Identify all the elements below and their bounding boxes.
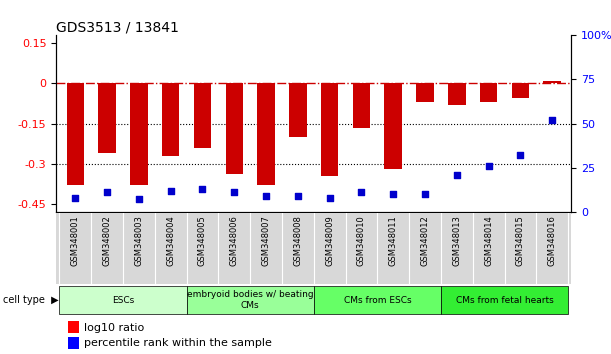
Point <box>293 193 302 199</box>
FancyBboxPatch shape <box>441 286 568 314</box>
Bar <box>289 84 307 137</box>
Point <box>70 195 80 200</box>
Point <box>166 188 175 193</box>
Point <box>516 153 525 158</box>
Point <box>134 196 144 202</box>
Text: GSM348003: GSM348003 <box>134 216 144 267</box>
Bar <box>98 84 116 153</box>
Bar <box>162 84 180 156</box>
Bar <box>353 84 370 127</box>
Bar <box>257 84 275 185</box>
Point <box>547 117 557 123</box>
Text: GSM348013: GSM348013 <box>452 216 461 267</box>
Text: GDS3513 / 13841: GDS3513 / 13841 <box>56 20 179 34</box>
Text: GSM348005: GSM348005 <box>198 216 207 266</box>
Text: GSM348007: GSM348007 <box>262 216 271 267</box>
FancyBboxPatch shape <box>186 286 314 314</box>
Text: GSM348004: GSM348004 <box>166 216 175 266</box>
Text: embryoid bodies w/ beating
CMs: embryoid bodies w/ beating CMs <box>187 290 313 310</box>
Bar <box>130 84 148 185</box>
Text: cell type  ▶: cell type ▶ <box>3 295 59 305</box>
Text: log10 ratio: log10 ratio <box>84 322 144 332</box>
Point <box>420 191 430 197</box>
Point <box>197 186 207 192</box>
Bar <box>543 81 561 84</box>
Text: GSM348009: GSM348009 <box>325 216 334 266</box>
Bar <box>68 337 79 349</box>
Text: GSM348008: GSM348008 <box>293 216 302 267</box>
Bar <box>68 321 79 333</box>
Point <box>484 163 494 169</box>
Point <box>452 172 462 177</box>
Text: ESCs: ESCs <box>112 296 134 304</box>
Text: GSM348016: GSM348016 <box>547 216 557 267</box>
FancyBboxPatch shape <box>314 286 441 314</box>
Text: GSM348006: GSM348006 <box>230 216 239 267</box>
Bar <box>194 84 211 148</box>
Bar <box>67 84 84 185</box>
FancyBboxPatch shape <box>59 286 186 314</box>
Text: GSM348001: GSM348001 <box>71 216 80 266</box>
Text: percentile rank within the sample: percentile rank within the sample <box>84 338 271 348</box>
Text: GSM348011: GSM348011 <box>389 216 398 266</box>
Text: CMs from fetal hearts: CMs from fetal hearts <box>456 296 554 304</box>
Text: GSM348002: GSM348002 <box>103 216 112 266</box>
Bar <box>321 84 338 176</box>
Text: CMs from ESCs: CMs from ESCs <box>343 296 411 304</box>
Text: GSM348010: GSM348010 <box>357 216 366 266</box>
Point <box>357 189 367 195</box>
Bar <box>225 84 243 174</box>
Bar <box>511 84 529 98</box>
Text: GSM348012: GSM348012 <box>420 216 430 266</box>
Bar <box>448 84 466 105</box>
Bar <box>480 84 497 102</box>
Point <box>102 189 112 195</box>
Point <box>261 193 271 199</box>
Point <box>229 189 239 195</box>
Bar <box>416 84 434 102</box>
Text: GSM348014: GSM348014 <box>484 216 493 266</box>
Point <box>325 195 335 200</box>
Point <box>389 191 398 197</box>
Text: GSM348015: GSM348015 <box>516 216 525 266</box>
Bar <box>384 84 402 169</box>
